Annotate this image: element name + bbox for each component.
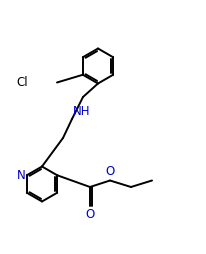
Text: O: O xyxy=(86,208,95,220)
Text: Cl: Cl xyxy=(16,76,28,89)
Text: N: N xyxy=(17,169,26,182)
Text: NH: NH xyxy=(73,105,90,118)
Text: O: O xyxy=(105,165,115,178)
